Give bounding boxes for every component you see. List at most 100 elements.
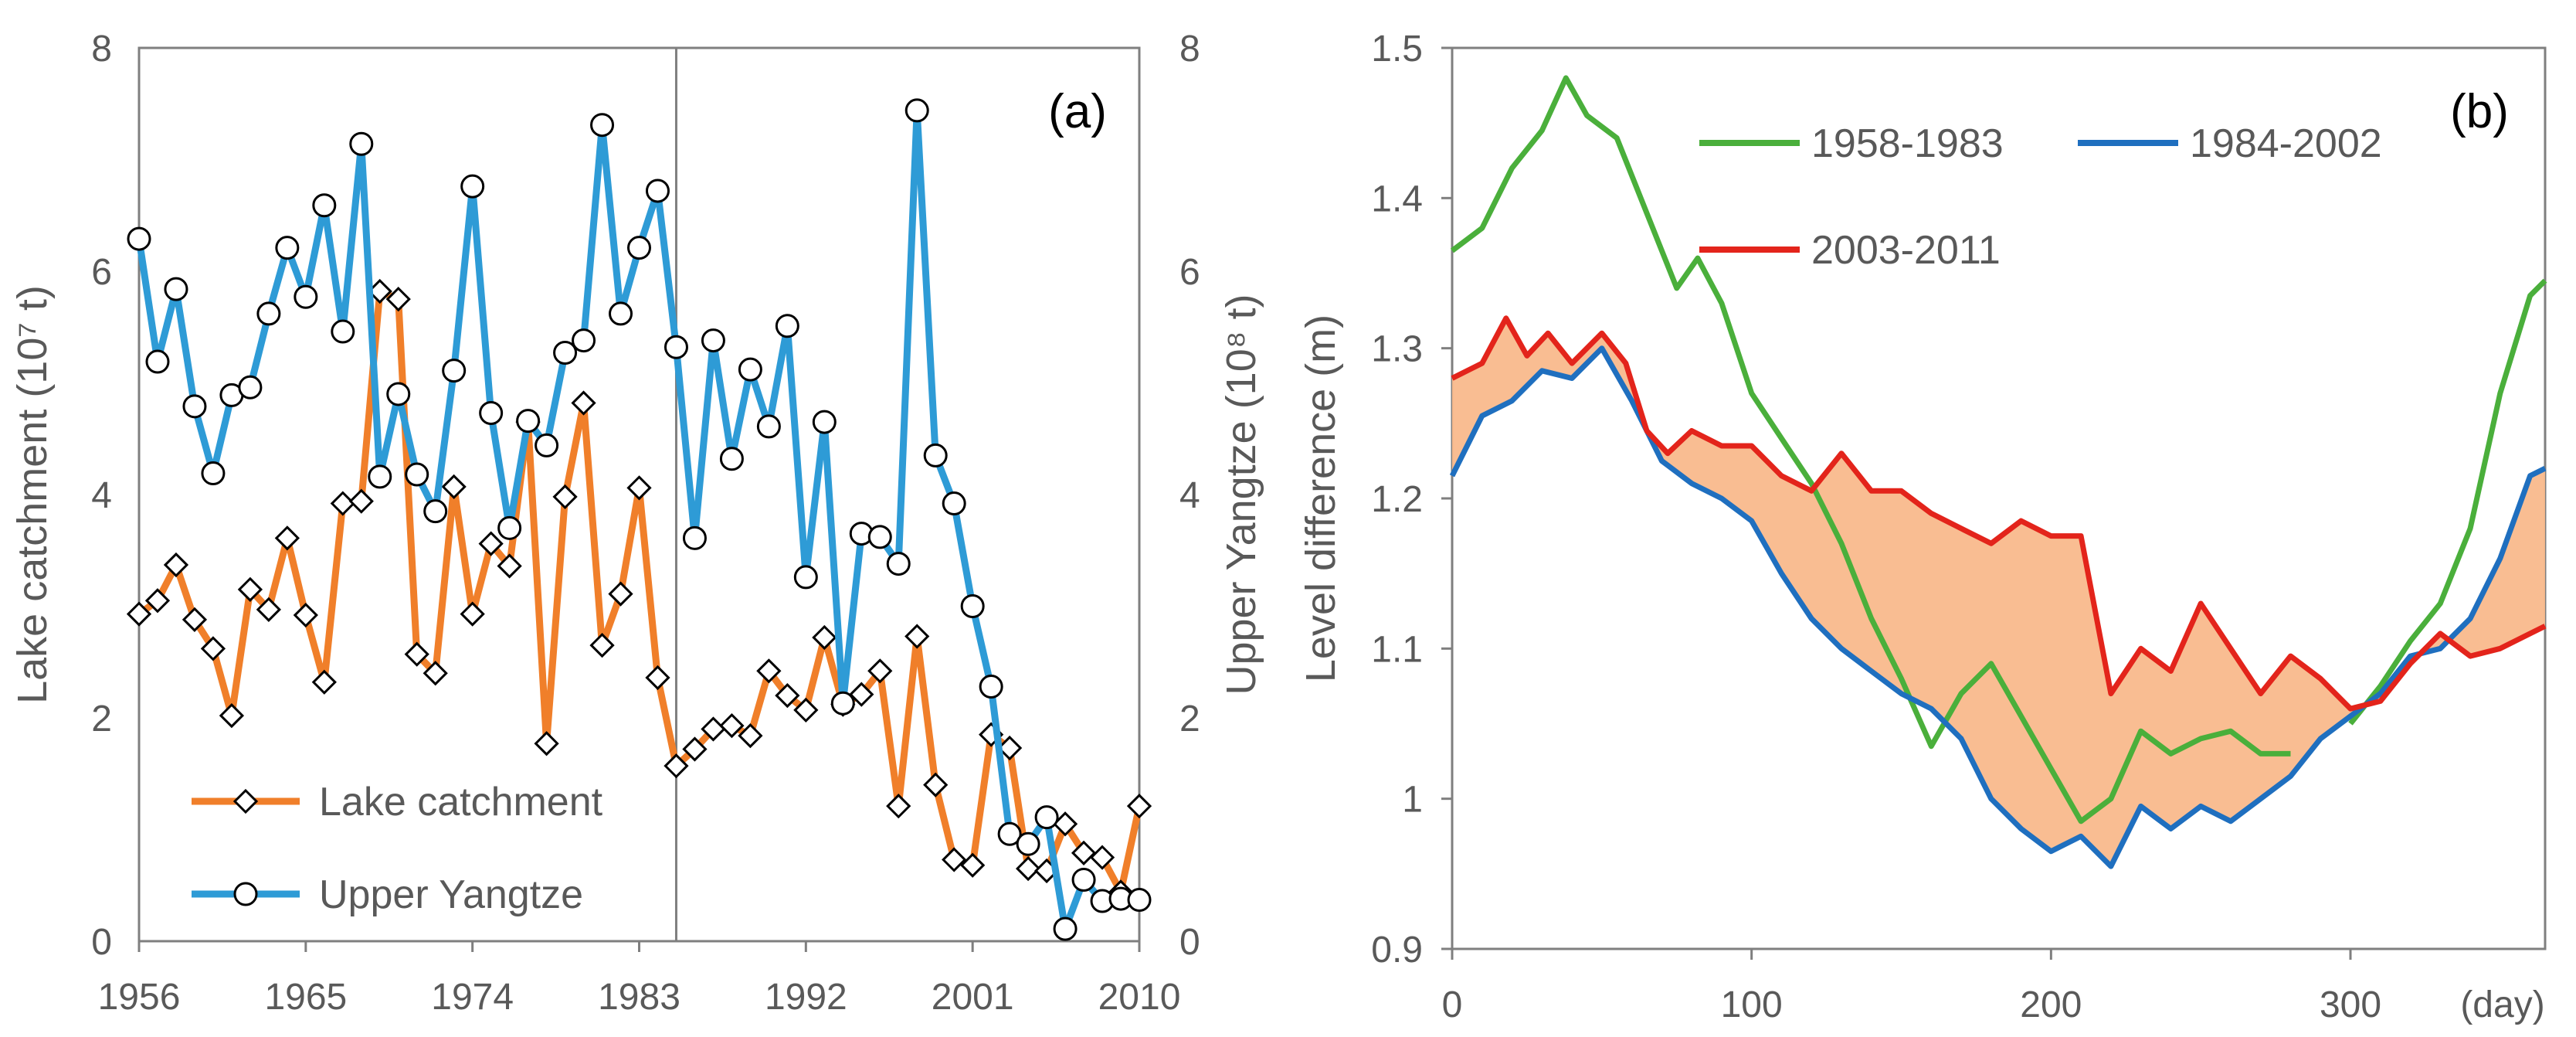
panel-b-xtick-label: 300	[2320, 984, 2381, 1025]
data-point-lake-catchment	[144, 588, 171, 614]
data-point-lake-catchment	[293, 602, 318, 628]
data-point-lake-catchment	[1071, 840, 1097, 865]
data-point-upper-yangtze	[627, 236, 651, 260]
data-point-lake-catchment	[126, 601, 152, 627]
panel-b-ytick-label: 1.2	[1371, 479, 1423, 520]
data-point-lake-catchment	[812, 624, 837, 651]
panel-a-xtick-label: 1974	[431, 977, 514, 1018]
data-point-lake-catchment	[219, 702, 245, 729]
data-point-upper-yangtze	[1127, 888, 1152, 913]
data-point-upper-yangtze	[349, 131, 374, 156]
data-point-lake-catchment	[404, 641, 429, 667]
data-point-lake-catchment	[311, 669, 337, 695]
data-point-upper-yangtze	[460, 174, 485, 199]
panel-a-right-ytick-label: 8	[1179, 29, 1200, 70]
panel-b-ytick-label: 1.4	[1371, 178, 1423, 219]
panel-a-left-ytick-label: 0	[91, 922, 112, 963]
data-point-upper-yangtze	[423, 499, 448, 524]
data-point-lake-catchment	[460, 601, 485, 627]
panel-a-left-ytick-label: 4	[91, 475, 112, 516]
data-point-upper-yangtze	[867, 525, 892, 549]
data-point-upper-yangtze	[368, 464, 392, 489]
data-point-lake-catchment	[997, 735, 1023, 761]
panel-a-xtick-label: 1983	[598, 977, 680, 1018]
panel-b-frame	[1451, 46, 2547, 950]
data-point-upper-yangtze	[331, 319, 355, 344]
data-point-upper-yangtze	[572, 328, 596, 353]
data-point-lake-catchment	[182, 607, 208, 632]
data-point-lake-catchment	[664, 753, 689, 779]
data-point-upper-yangtze	[182, 394, 207, 419]
panel-a-right-axis-label: Upper Yangtze (10⁸ t)	[1218, 294, 1264, 695]
data-point-lake-catchment	[497, 553, 522, 579]
panel-a-left-ytick-label: 6	[91, 252, 112, 293]
data-point-lake-catchment	[608, 581, 633, 607]
data-point-lake-catchment	[274, 525, 300, 551]
legend-label-2003-2011: 2003-2011	[1811, 228, 2001, 273]
data-point-lake-catchment	[330, 491, 355, 516]
panel-a-xtick-label: 2001	[932, 977, 1014, 1018]
data-point-upper-yangtze	[756, 414, 781, 439]
data-point-upper-yangtze	[830, 691, 855, 716]
data-point-lake-catchment	[256, 597, 281, 622]
legend-label-upper-yangtze: Upper Yangtze	[319, 872, 583, 917]
data-point-upper-yangtze	[664, 335, 688, 359]
data-point-upper-yangtze	[609, 301, 633, 326]
data-point-upper-yangtze	[812, 410, 837, 434]
data-point-upper-yangtze	[442, 359, 467, 383]
data-point-upper-yangtze	[256, 301, 281, 326]
legend-label-1958-1983: 1958-1983	[1811, 121, 2004, 166]
panel-b-xtick-label: 0	[1442, 984, 1463, 1025]
data-point-lake-catchment	[756, 658, 782, 684]
data-point-upper-yangtze	[738, 357, 762, 382]
data-point-upper-yangtze	[682, 525, 707, 550]
data-point-upper-yangtze	[997, 821, 1022, 846]
data-point-lake-catchment	[719, 712, 745, 739]
data-point-lake-catchment	[163, 552, 189, 578]
data-point-upper-yangtze	[645, 178, 670, 203]
panel-b-ytick-label: 1	[1402, 780, 1423, 821]
data-point-lake-catchment	[960, 852, 986, 878]
data-point-lake-catchment	[200, 636, 226, 661]
panel-a-xtick-label: 1956	[98, 977, 181, 1018]
data-point-upper-yangtze	[386, 382, 411, 406]
data-point-upper-yangtze	[701, 328, 725, 353]
panel-a-right-ytick-label: 0	[1179, 922, 1200, 963]
legend-label-1984-2002: 1984-2002	[2190, 121, 2382, 166]
data-point-upper-yangtze	[201, 461, 226, 486]
data-point-upper-yangtze	[238, 375, 263, 400]
panel-a-xtick-label: 1965	[264, 977, 347, 1018]
legend-marker-lake-catchment	[232, 788, 259, 814]
data-point-lake-catchment	[793, 697, 819, 723]
data-point-lake-catchment	[348, 488, 374, 514]
data-point-lake-catchment	[942, 847, 967, 872]
shaded-difference-area	[1452, 318, 2545, 867]
data-point-upper-yangtze	[145, 349, 170, 374]
data-point-upper-yangtze	[312, 193, 337, 218]
data-point-lake-catchment	[441, 474, 467, 500]
data-point-upper-yangtze	[164, 277, 188, 301]
data-point-lake-catchment	[904, 624, 930, 649]
data-point-lake-catchment	[589, 632, 615, 658]
data-point-lake-catchment	[867, 658, 893, 684]
legend-marker-upper-yangtze	[233, 882, 258, 906]
panel-a-xtick-label: 2010	[1098, 977, 1181, 1018]
data-point-lake-catchment	[1015, 855, 1041, 882]
data-point-upper-yangtze	[479, 401, 504, 426]
data-point-lake-catchment	[571, 390, 596, 416]
series-line-1958-1983	[2348, 278, 2547, 726]
data-point-upper-yangtze	[904, 98, 929, 123]
panel-b-ytick-label: 1.3	[1371, 329, 1423, 370]
panel-a-right-ytick-label: 2	[1179, 699, 1200, 740]
data-point-lake-catchment	[923, 772, 949, 797]
data-point-upper-yangtze	[516, 409, 541, 434]
data-point-upper-yangtze	[127, 226, 151, 251]
data-point-lake-catchment	[1089, 845, 1115, 870]
panel-b-xtick-label: 100	[1721, 984, 1783, 1025]
data-point-lake-catchment	[682, 736, 708, 762]
data-point-upper-yangtze	[979, 675, 1003, 699]
data-point-lake-catchment	[886, 794, 911, 819]
data-point-lake-catchment	[645, 665, 670, 691]
panel-a-left-ytick-label: 2	[91, 699, 112, 740]
